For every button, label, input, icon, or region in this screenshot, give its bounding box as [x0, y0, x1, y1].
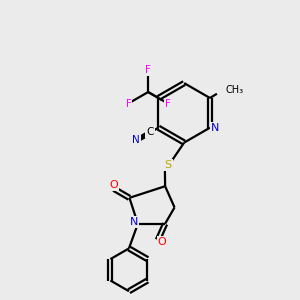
Text: F: F	[125, 99, 131, 109]
Text: CH₃: CH₃	[226, 85, 244, 95]
Text: N: N	[132, 135, 140, 145]
Text: F: F	[165, 99, 171, 109]
Text: S: S	[164, 160, 171, 170]
Text: N: N	[130, 217, 138, 227]
Text: F: F	[145, 65, 151, 75]
Text: C: C	[146, 127, 154, 137]
Text: N: N	[211, 123, 219, 133]
Text: O: O	[158, 237, 166, 248]
Text: O: O	[109, 180, 118, 190]
